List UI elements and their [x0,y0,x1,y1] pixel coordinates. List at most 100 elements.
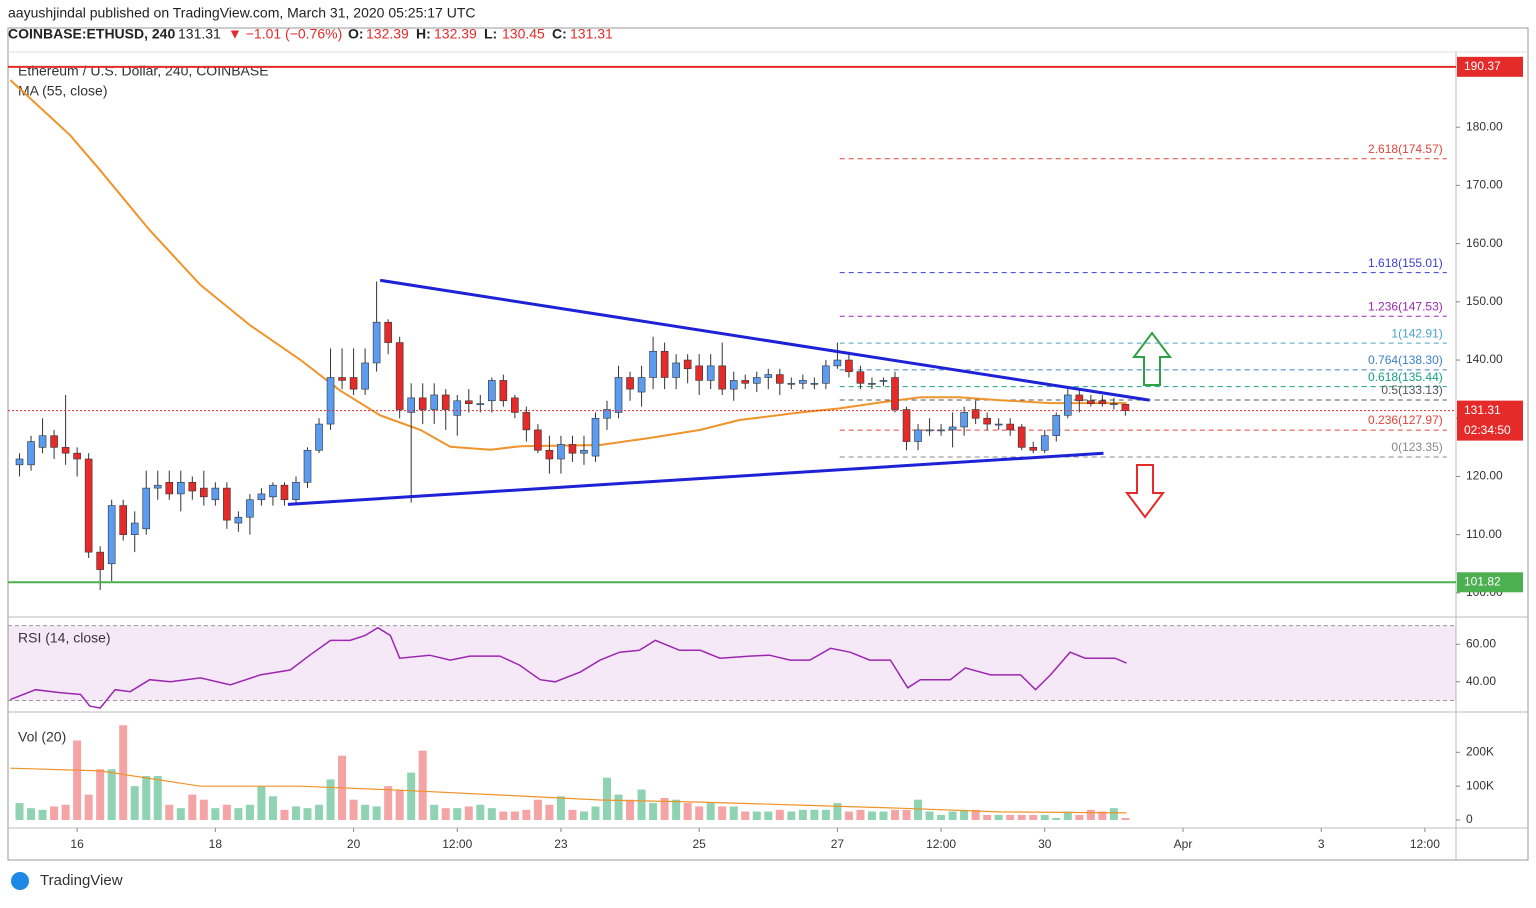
down-arrow [1125,464,1165,519]
volume-bar [798,809,807,820]
y-tick-label: 100K [1466,778,1494,792]
volume-bar [1052,817,1061,820]
volume-bar [844,811,853,820]
candle-body [833,359,842,367]
candle-body [1040,435,1049,451]
candle-body [38,435,47,448]
candle-body [107,505,116,565]
volume-bar [914,799,923,820]
x-tick-label: 12:00 [442,837,472,851]
volume-bar [937,814,946,820]
candle-body [372,321,381,364]
volume-bar [119,725,128,820]
candle-body [706,365,715,381]
volume-bar [130,786,139,820]
candle-body [200,487,208,498]
fib-label: 0.5(133.13) [1381,383,1442,397]
volume-bar [891,809,900,820]
y-tick-label: 200K [1466,744,1494,758]
brand: TradingView [40,872,123,889]
volume-bar [533,799,542,820]
candle-body [223,487,231,521]
candle-body [476,403,485,405]
volume-bar [1109,808,1118,820]
volume-bar [268,796,277,820]
x-tick-label: 23 [554,837,568,851]
candle-body [246,499,254,518]
volume-bar [73,740,82,820]
y-tick-label: 170.00 [1466,178,1503,192]
ma-line [9,79,1127,451]
candle-body [914,429,922,442]
volume-bar [994,814,1003,820]
candle-body [315,423,323,451]
volume-bar [50,806,59,820]
volume-bar [349,799,358,820]
candle-body [971,409,980,419]
candle-body [338,377,346,381]
candle-body [211,487,220,501]
volume-bar [603,777,612,820]
volume-bar [245,804,254,820]
plot: 2.618(174.57) 1.618(155.01) 1.236(147.53) 1… [9,79,1447,590]
candle-body [983,417,991,425]
candle-body [280,484,289,501]
volume-bar [464,806,473,820]
candle-body [1110,403,1118,405]
volume-bar [960,809,969,820]
candle-body [752,377,761,384]
candle-body [1017,426,1026,448]
candle-body [672,362,680,378]
volume-bar [729,806,738,820]
candle-body [660,351,669,378]
fib-label: 1.618(155.01) [1368,256,1443,270]
candle-body [1098,400,1107,404]
ohlc-value: 130.45 [502,26,545,42]
volume-bar [879,811,888,820]
volume-bar [38,809,47,820]
candle-body [799,380,807,384]
x-tick-label: 12:00 [1410,837,1440,851]
y-tick-label: 150.00 [1466,294,1503,308]
volume-bar [948,811,957,820]
volume-bar [1075,814,1084,820]
ohlc-value: 131.31 [570,26,613,42]
volume-bar [499,811,508,820]
candle-body [326,377,335,425]
ohlc-key: H: [416,26,431,42]
candle-body [718,365,727,390]
volume-bar [752,811,761,820]
volume-bar [96,769,105,820]
volume-bar [291,806,300,820]
candle-body [649,351,657,378]
volume-bar [395,789,404,820]
volume-bar [15,803,24,820]
fib-label: 0.618(135.44) [1368,370,1443,384]
logo-icon [11,872,29,890]
candle-body [937,429,945,432]
candle-body [741,380,750,384]
volume-bar [764,811,773,820]
candle-body [637,377,646,393]
volume-bar [188,794,197,820]
fib-label: 0.764(138.30) [1368,353,1443,367]
candle-body [729,380,738,390]
candle-body [361,362,369,390]
candle-body [292,481,300,501]
candle-body [1087,400,1095,404]
volume-bar [234,808,243,820]
candle-body [96,551,104,570]
candle-body [453,400,462,416]
candle-body [418,397,427,410]
y-tick-label: 40.00 [1466,674,1496,688]
volume-bar [1121,817,1130,820]
fib-label: 1(142.91) [1391,326,1442,340]
candle-body [188,481,197,492]
y-tick-label: 110.00 [1466,527,1502,541]
volume-bar [660,798,669,820]
rsi-line [10,626,1127,709]
volume-bar [821,809,830,820]
chart-title: Ethereum / U.S. Dollar, 240, COINBASE [18,63,269,79]
